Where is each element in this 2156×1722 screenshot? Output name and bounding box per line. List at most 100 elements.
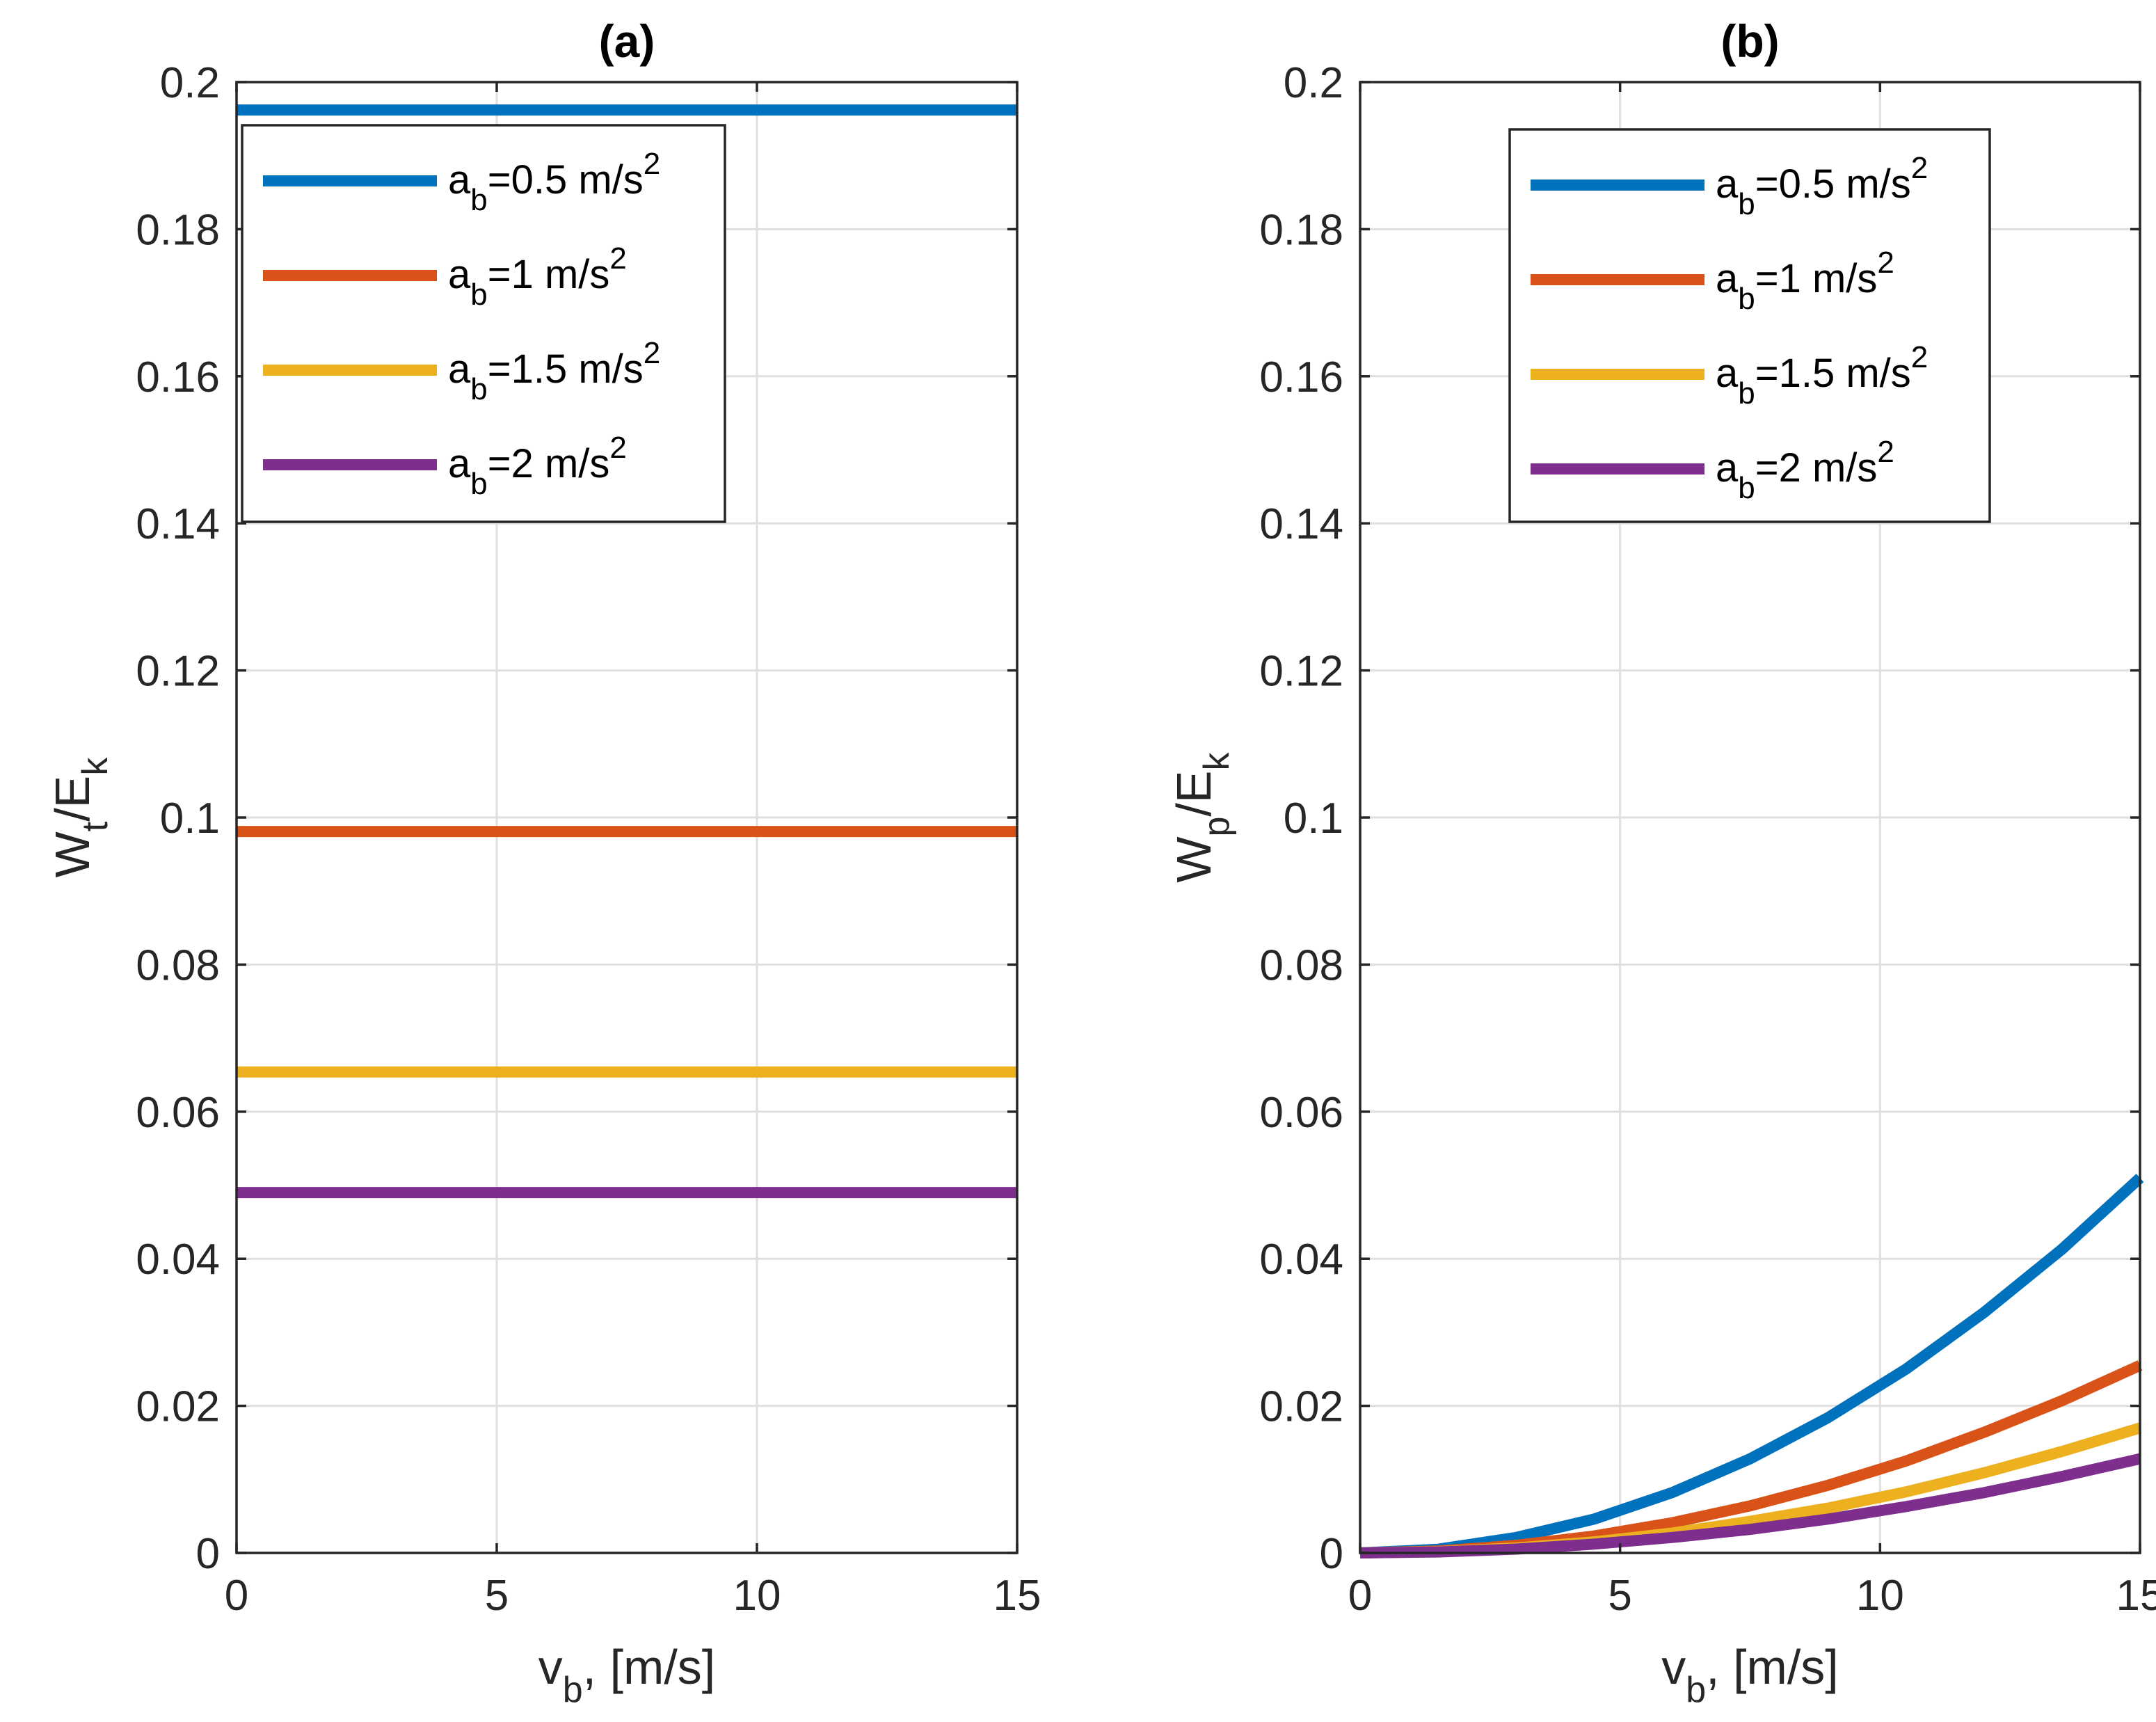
legend-label-rest: =1 m/s (1755, 256, 1878, 301)
legend-label-base: a (448, 346, 471, 392)
y-tick-label: 0.18 (136, 206, 220, 254)
panel-title: (b) (1720, 15, 1779, 67)
legend-label-base: a (1716, 256, 1739, 301)
legend-label-base: a (448, 157, 471, 202)
legend-label-sup: 2 (1877, 246, 1894, 280)
legend-label-base: a (1716, 351, 1739, 396)
x-axis-label-rest: , [m/s] (583, 1640, 716, 1694)
y-tick-label: 0.2 (1284, 59, 1343, 107)
y-axis-label-base: W (1167, 836, 1221, 882)
y-tick-label: 0.16 (136, 353, 220, 401)
x-tick-label: 10 (733, 1572, 781, 1620)
y-tick-label: 0.04 (136, 1236, 220, 1284)
x-tick-label: 15 (993, 1572, 1041, 1620)
legend-label-sup: 2 (644, 336, 660, 370)
y-tick-label: 0.1 (160, 795, 220, 843)
legend-label-base: a (448, 441, 471, 486)
legend-label-sup: 2 (1911, 151, 1928, 185)
legend-label-sub: b (470, 183, 487, 217)
y-axis-label-sub2: k (1197, 751, 1237, 770)
y-axis-label-rest: /E (45, 776, 99, 822)
legend-entry-1: ab=1 m/s2 (1716, 246, 1894, 316)
y-tick-label: 0.06 (1259, 1089, 1343, 1137)
legend-label-sub: b (470, 278, 487, 312)
y-axis-label: Wt/Ek (45, 757, 115, 878)
y-tick-label: 0 (196, 1530, 220, 1578)
x-axis-label-sub: b (563, 1670, 583, 1710)
y-tick-label: 0.08 (1259, 941, 1343, 989)
legend-label-sup: 2 (609, 431, 626, 465)
x-axis-label: vb, [m/s] (1661, 1640, 1838, 1710)
y-axis-label-sub2: k (75, 757, 115, 776)
legend-box (241, 124, 726, 523)
y-tick-label: 0.2 (160, 59, 220, 107)
legend-label-base: a (448, 252, 471, 297)
x-tick-label: 10 (1856, 1572, 1904, 1620)
legend-label-sub: b (1738, 471, 1755, 505)
y-tick-label: 0.02 (136, 1383, 220, 1431)
legend-label-rest: =1 m/s (488, 252, 610, 297)
legend-entry-0: ab=0.5 m/s2 (1716, 151, 1928, 221)
legend-label-sub: b (470, 372, 487, 406)
y-axis-label-sub: p (1197, 817, 1237, 837)
x-tick-label: 5 (485, 1572, 509, 1620)
legend-label-rest: =2 m/s (1755, 445, 1878, 491)
panel-a: 0 5 10 15 0 0.02 0.04 0.06 0.08 0.1 0.12 0.14 0.16 0.… (45, 15, 1041, 1710)
y-tick-label: 0.18 (1259, 206, 1343, 254)
legend-label-rest: =0.5 m/s (1755, 161, 1911, 207)
y-tick-label: 0.06 (136, 1089, 220, 1137)
legend-entry-2: ab=1.5 m/s2 (1716, 340, 1928, 410)
y-axis-label-base: W (45, 831, 99, 877)
series-line-0 (1359, 1174, 2144, 1558)
y-tick-label: 0.12 (136, 648, 220, 696)
y-axis-label-sub: t (75, 821, 115, 831)
legend-label-rest: =1.5 m/s (488, 346, 644, 392)
y-tick-label: 0.1 (1284, 795, 1343, 843)
panel-b: 0 5 10 15 0 0.02 0.04 0.06 0.08 0.1 0.12 0.14 0.16 0.… (1167, 15, 2156, 1710)
legend-entry-3: ab=2 m/s2 (448, 431, 627, 501)
legend-box (1508, 128, 1991, 523)
x-axis-label-base: v (1661, 1640, 1686, 1694)
legend-label-sup: 2 (1877, 435, 1894, 469)
y-tick-label: 0.16 (1259, 353, 1343, 401)
series-group (237, 104, 1017, 1199)
legend-label-rest: =1.5 m/s (1755, 351, 1911, 396)
x-axis-label-rest: , [m/s] (1706, 1640, 1839, 1694)
legend-entry-3: ab=2 m/s2 (1716, 435, 1894, 505)
panel-title: (a) (599, 15, 655, 67)
legend-entry-2: ab=1.5 m/s2 (448, 336, 660, 406)
x-axis-label-base: v (538, 1640, 563, 1694)
legend-label-sub: b (1738, 282, 1755, 316)
legend-label-rest: =0.5 m/s (488, 157, 644, 202)
y-tick-label: 0.04 (1259, 1236, 1343, 1284)
y-tick-label: 0.14 (1259, 500, 1343, 548)
legend-label-base: a (1716, 445, 1739, 491)
y-axis-label-rest: /E (1167, 770, 1221, 816)
y-axis-label: Wp/Ek (1167, 751, 1237, 882)
y-tick-label: 0 (1320, 1530, 1343, 1578)
x-axis-label: vb, [m/s] (538, 1640, 715, 1710)
y-tick-label: 0.02 (1259, 1383, 1343, 1431)
x-axis-label-sub: b (1686, 1670, 1706, 1710)
x-tick-label: 15 (2116, 1572, 2156, 1620)
legend-label-sub: b (1738, 187, 1755, 221)
series-group (1359, 1174, 2144, 1558)
legend-label-sub: b (1738, 376, 1755, 410)
legend-label-sub: b (470, 467, 487, 501)
x-tick-label: 5 (1608, 1572, 1631, 1620)
legend-label-rest: =2 m/s (488, 441, 610, 486)
legend-label-sup: 2 (609, 241, 626, 276)
legend-label-base: a (1716, 161, 1739, 207)
series-line-3 (1359, 1453, 2141, 1558)
x-tick-label: 0 (225, 1572, 248, 1620)
legend-label-sup: 2 (1911, 340, 1928, 374)
legend-entry-0: ab=0.5 m/s2 (448, 147, 660, 217)
y-tick-label: 0.08 (136, 941, 220, 989)
legend-label-sup: 2 (644, 147, 660, 181)
legend-entry-1: ab=1 m/s2 (448, 241, 627, 312)
x-tick-label: 0 (1348, 1572, 1372, 1620)
y-tick-label: 0.12 (1259, 648, 1343, 696)
